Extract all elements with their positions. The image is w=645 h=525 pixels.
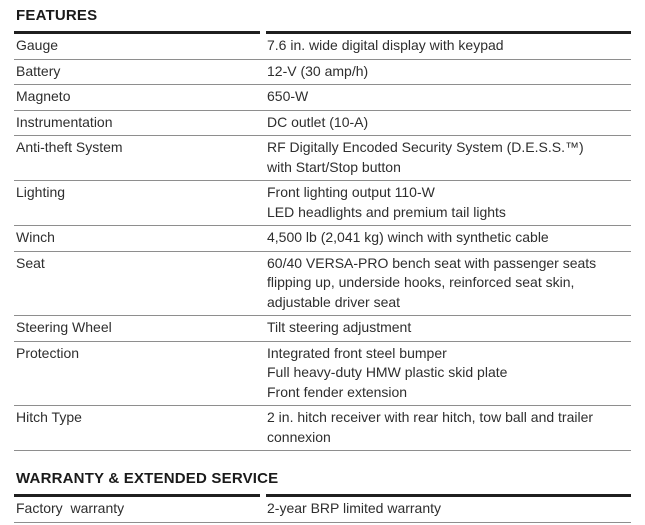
spec-value-line: Tilt steering adjustment bbox=[267, 319, 412, 335]
spec-value-line: adjustable driver seat bbox=[267, 293, 401, 310]
spec-label: Battery bbox=[16, 62, 61, 79]
spec-value-line: Front fender extension bbox=[267, 383, 408, 400]
spec-row: Steering Wheel Tilt steering adjustment bbox=[14, 316, 631, 342]
spec-value: 2-year BRP limited warranty bbox=[260, 499, 631, 519]
spec-label: Lighting bbox=[16, 184, 66, 200]
spec-row: Seat 60/40 VERSA-PRO bench seat with pass… bbox=[14, 252, 631, 316]
spec-label: Factory warranty bbox=[16, 500, 125, 516]
spec-value-line: Integrated front steel bumper bbox=[267, 344, 447, 361]
spec-value: 7.6 in. wide digital display with keypad bbox=[260, 36, 631, 56]
spec-value-line: Full heavy-duty HMW plastic skid plate bbox=[267, 364, 508, 380]
spec-value: DC outlet (10-A) bbox=[260, 113, 631, 133]
rule-segment-left bbox=[14, 31, 260, 34]
spec-row: Factory warranty 2-year BRP limited warra… bbox=[14, 497, 631, 523]
spec-value: RF Digitally Encoded Security System (D.… bbox=[260, 138, 631, 177]
spec-value: 650-W bbox=[260, 87, 631, 107]
spec-label: Protection bbox=[16, 344, 80, 361]
spec-label: Seat bbox=[16, 254, 45, 271]
spec-value-line: RF Digitally Encoded Security System (D.… bbox=[267, 139, 584, 155]
spec-value-line: 2 in. hitch receiver with rear hitch, to… bbox=[267, 409, 594, 425]
spec-value: 60/40 VERSA-PRO bench seat with passenge… bbox=[260, 254, 631, 313]
spec-label: Steering Wheel bbox=[16, 319, 112, 335]
spec-value-line: LED headlights and premium tail lights bbox=[267, 203, 506, 220]
rule-segment-left bbox=[14, 494, 260, 497]
spec-value: 2 in. hitch receiver with rear hitch, to… bbox=[260, 408, 631, 447]
spec-value: 12-V (30 amp/h) bbox=[260, 62, 631, 82]
spec-row: Instrumentation DC outlet (10-A) bbox=[14, 111, 631, 136]
spec-label: Hitch Type bbox=[16, 409, 82, 425]
section-warranty-extended-service: WARRANTY & EXTENDED SERVICE Factory warra… bbox=[14, 468, 631, 523]
spec-label: Instrumentation bbox=[16, 113, 113, 130]
spec-row: Winch 4,500 lb (2,041 kg) winch with synt… bbox=[14, 226, 631, 252]
spec-label: Magneto bbox=[16, 88, 71, 104]
spec-label: Winch bbox=[16, 229, 55, 245]
spec-row: Gauge 7.6 in. wide digital display with k… bbox=[14, 34, 631, 60]
spec-value: Front lighting output 110-W LED headlight… bbox=[260, 183, 631, 222]
rule-segment-right bbox=[266, 494, 631, 497]
spec-value: Tilt steering adjustment bbox=[260, 318, 631, 338]
spec-value-line: Front lighting output 110-W bbox=[267, 184, 435, 200]
spec-label: Gauge bbox=[16, 37, 59, 53]
spec-row: Battery 12-V (30 amp/h) bbox=[14, 60, 631, 85]
spec-value-line: 4,500 lb (2,041 kg) winch with synthetic… bbox=[267, 229, 549, 245]
section-header-rule bbox=[14, 494, 631, 497]
spec-value-line: 650-W bbox=[267, 88, 309, 104]
section-title: WARRANTY & EXTENDED SERVICE bbox=[16, 470, 279, 487]
spec-value-line: DC outlet (10-A) bbox=[267, 113, 369, 130]
spec-value-line: flipping up, underside hooks, reinforced… bbox=[267, 274, 575, 290]
spec-value-line: 2-year BRP limited warranty bbox=[267, 500, 442, 516]
section-title: FEATURES bbox=[16, 7, 98, 24]
section-features: FEATURES Gauge 7.6 in. wide digital displa… bbox=[14, 5, 631, 451]
spec-row: Lighting Front lighting output 110-W LED h… bbox=[14, 181, 631, 226]
section-header-rule bbox=[14, 31, 631, 34]
spec-value-line: 60/40 VERSA-PRO bench seat with passenge… bbox=[267, 254, 597, 271]
spec-value-line: 12-V (30 amp/h) bbox=[267, 62, 369, 79]
spec-row: Magneto 650-W bbox=[14, 85, 631, 111]
spec-row: Hitch Type 2 in. hitch receiver with rear… bbox=[14, 406, 631, 451]
spec-value-line: with Start/Stop button bbox=[267, 158, 401, 175]
spec-label: Anti-theft System bbox=[16, 139, 123, 155]
spec-row: Protection Integrated front steel bumper F… bbox=[14, 342, 631, 406]
spec-value: 4,500 lb (2,041 kg) winch with synthetic… bbox=[260, 228, 631, 248]
spec-value: Integrated front steel bumper Full heavy-… bbox=[260, 344, 631, 403]
spec-row: Anti-theft System RF Digitally Encoded Se… bbox=[14, 136, 631, 181]
spec-value-line: 7.6 in. wide digital display with keypad bbox=[267, 37, 504, 53]
spec-value-line: connexion bbox=[267, 428, 331, 445]
rule-segment-right bbox=[266, 31, 631, 34]
